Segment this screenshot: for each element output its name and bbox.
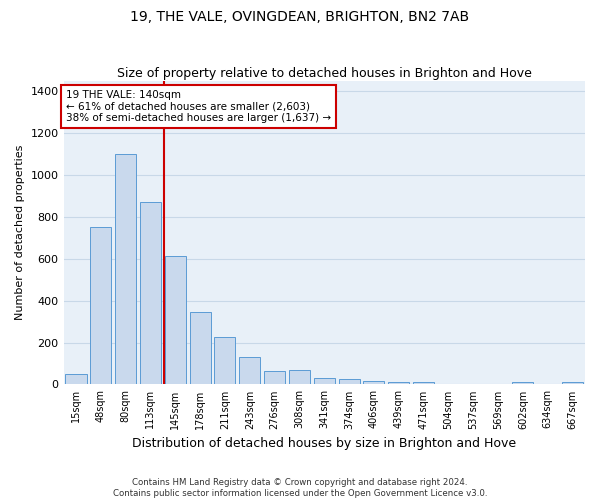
Bar [413, 382, 434, 384]
Bar [338, 379, 359, 384]
Bar [214, 338, 235, 384]
Y-axis label: Number of detached properties: Number of detached properties [15, 145, 25, 320]
Bar [140, 202, 161, 384]
Bar [388, 382, 409, 384]
Bar [364, 382, 385, 384]
Bar [562, 382, 583, 384]
Bar [314, 378, 335, 384]
Text: 19 THE VALE: 140sqm
← 61% of detached houses are smaller (2,603)
38% of semi-det: 19 THE VALE: 140sqm ← 61% of detached ho… [66, 90, 331, 123]
Bar [190, 312, 211, 384]
Bar [512, 382, 533, 384]
Bar [239, 357, 260, 384]
Bar [115, 154, 136, 384]
Bar [90, 228, 112, 384]
Text: Contains HM Land Registry data © Crown copyright and database right 2024.
Contai: Contains HM Land Registry data © Crown c… [113, 478, 487, 498]
Bar [165, 256, 186, 384]
Bar [289, 370, 310, 384]
Text: 19, THE VALE, OVINGDEAN, BRIGHTON, BN2 7AB: 19, THE VALE, OVINGDEAN, BRIGHTON, BN2 7… [130, 10, 470, 24]
X-axis label: Distribution of detached houses by size in Brighton and Hove: Distribution of detached houses by size … [132, 437, 517, 450]
Title: Size of property relative to detached houses in Brighton and Hove: Size of property relative to detached ho… [117, 66, 532, 80]
Bar [264, 372, 285, 384]
Bar [65, 374, 86, 384]
